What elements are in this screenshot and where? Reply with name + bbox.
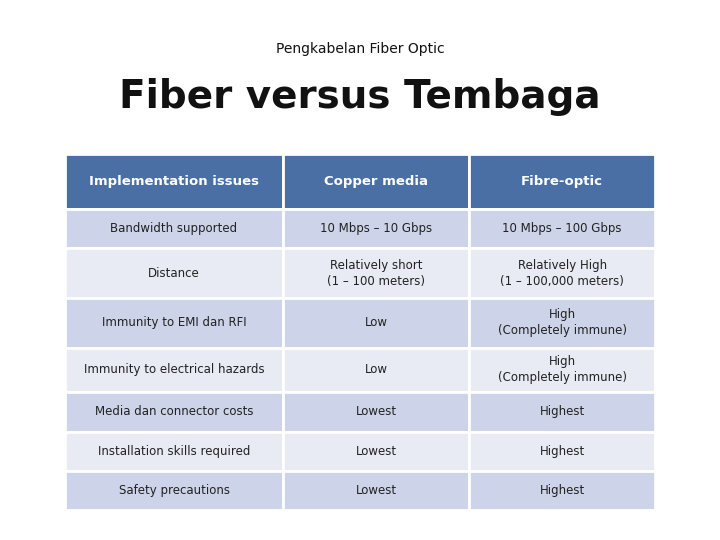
Text: High
(Completely immune): High (Completely immune) [498,308,626,338]
Bar [65,248,283,298]
Text: Lowest: Lowest [356,406,397,419]
Text: Highest: Highest [539,445,585,458]
Text: Media dan connector costs: Media dan connector costs [95,406,253,419]
Bar [283,154,469,209]
Text: Low: Low [365,316,388,329]
Text: Low: Low [365,363,388,376]
Bar [283,431,469,471]
Bar [65,471,283,510]
Text: Distance: Distance [148,267,200,280]
Text: Copper media: Copper media [324,175,428,188]
Text: Implementation issues: Implementation issues [89,175,259,188]
Text: High
(Completely immune): High (Completely immune) [498,355,626,384]
Bar [283,392,469,431]
Bar [469,248,655,298]
Bar [283,471,469,510]
Bar [65,298,283,348]
Text: 10 Mbps – 100 Gbps: 10 Mbps – 100 Gbps [503,222,622,235]
Text: Pengkabelan Fiber Optic: Pengkabelan Fiber Optic [276,42,444,56]
Bar [65,392,283,431]
Text: Relatively short
(1 – 100 meters): Relatively short (1 – 100 meters) [327,259,426,288]
Text: Relatively High
(1 – 100,000 meters): Relatively High (1 – 100,000 meters) [500,259,624,288]
Text: Immunity to electrical hazards: Immunity to electrical hazards [84,363,264,376]
Bar [469,348,655,392]
Text: Highest: Highest [539,406,585,419]
Bar [469,298,655,348]
Bar [469,209,655,248]
Bar [469,471,655,510]
Bar [283,209,469,248]
Text: Safety precautions: Safety precautions [119,484,230,497]
Bar [65,348,283,392]
Text: Fiber versus Tembaga: Fiber versus Tembaga [120,78,600,116]
Bar [283,298,469,348]
Bar [469,431,655,471]
Bar [469,154,655,209]
Text: Lowest: Lowest [356,445,397,458]
Bar [283,348,469,392]
Bar [65,209,283,248]
Bar [65,154,283,209]
Text: Lowest: Lowest [356,484,397,497]
Text: Fibre-optic: Fibre-optic [521,175,603,188]
Bar [469,392,655,431]
Bar [283,248,469,298]
Text: Bandwidth supported: Bandwidth supported [110,222,238,235]
Text: Highest: Highest [539,484,585,497]
Bar [65,431,283,471]
Text: Immunity to EMI dan RFI: Immunity to EMI dan RFI [102,316,246,329]
Text: 10 Mbps – 10 Gbps: 10 Mbps – 10 Gbps [320,222,432,235]
Text: Installation skills required: Installation skills required [98,445,251,458]
